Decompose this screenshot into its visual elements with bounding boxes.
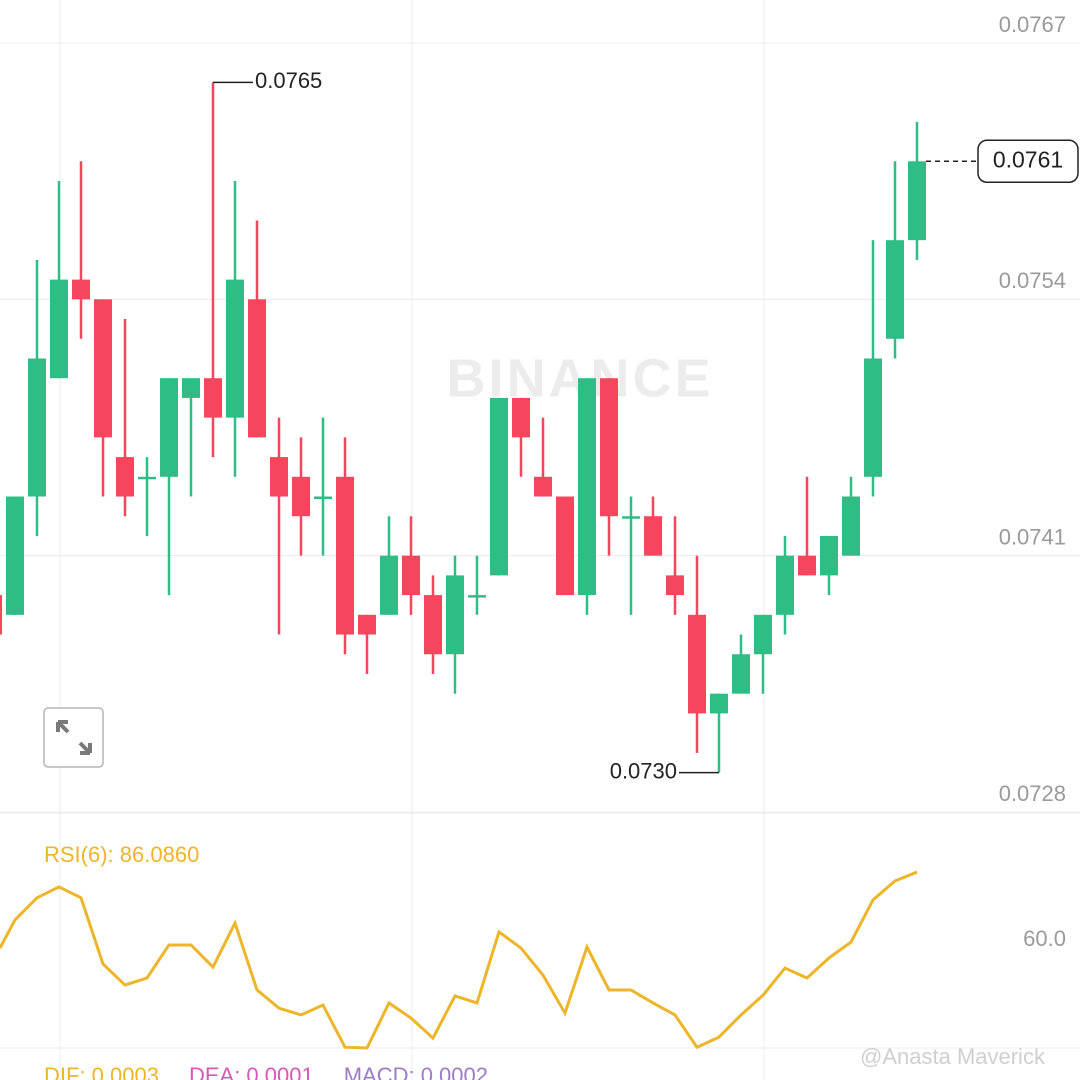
indicator-label: MACD: 0.0002 [344,1063,488,1080]
y-tick-label: 60.0 [1023,926,1066,951]
y-tick-label: 0.0728 [999,781,1066,806]
candle-body [204,378,222,418]
candle-body [358,614,376,635]
y-tick-label: 0.0767 [999,12,1066,37]
candle-body [468,595,486,598]
rsi-title: RSI(6): 86.0860 [44,842,199,867]
marks: 0.0728 0.0741 0.0754 0.0767 0.0765 0.0730 0.07… [0,12,1080,1080]
candle-body [160,378,178,477]
candle-body [732,654,750,694]
low-label: 0.0730 [610,758,677,783]
rsi-line [0,870,918,1050]
credit: @Anasta Maverick [860,1044,1046,1069]
y-tick-label: 0.0754 [999,268,1066,293]
candle-body [314,496,332,500]
candle-body [6,496,24,615]
candle-body [490,397,508,576]
candle-body [864,358,882,477]
candle-body [820,535,838,576]
candle-body [270,457,288,497]
candle-body [292,476,310,517]
candle-body [754,614,772,655]
high-label: 0.0765 [255,68,322,93]
last-price-box [977,139,1079,184]
candle-body [512,397,530,438]
candle-body [50,279,68,379]
candle-body [138,476,156,480]
candle-body [424,595,442,655]
candle-body [908,161,926,241]
candle-body [600,378,618,517]
y-tick-label: 0.0741 [999,524,1066,549]
candle-body [666,575,684,596]
candle-body [556,496,574,596]
candle-body [534,476,552,497]
candle-body [248,299,266,438]
indicator-label: DIF: 0.0003 [44,1063,159,1080]
last-price-label: 0.0761 [993,146,1063,172]
candle-body [446,575,464,655]
candle-body [226,279,244,418]
candle-body [622,516,640,519]
candle-body [886,240,904,339]
candle-body [336,476,354,635]
candle-body [0,595,2,635]
candle-body [380,555,398,615]
candle-body [710,693,728,714]
candle-body [72,279,90,300]
candle-body [842,496,860,556]
candle-body [578,378,596,596]
expand-icon [56,720,92,755]
candle-body [798,555,816,576]
candle-body [28,358,46,497]
indicator-label: DEA: 0.0001 [189,1063,314,1080]
candle-body [688,614,706,714]
candle-body [776,555,794,615]
candle-body [644,516,662,556]
candle-body [402,555,420,596]
candle-body [116,457,134,497]
expand-button[interactable] [43,707,104,768]
candle-body [94,299,112,438]
candle-body [182,378,200,398]
